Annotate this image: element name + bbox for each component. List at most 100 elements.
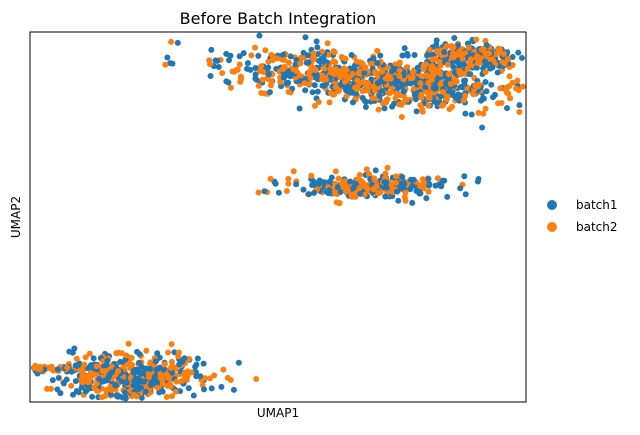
scatter-point-batch1 [361, 69, 368, 76]
scatter-point-batch2 [437, 70, 444, 77]
scatter-point-batch2 [269, 57, 276, 64]
scatter-point-batch1 [494, 69, 501, 76]
scatter-point-batch1 [409, 183, 416, 190]
scatter-point-batch2 [363, 166, 370, 173]
scatter-point-batch1 [292, 61, 299, 68]
scatter-point-batch2 [419, 106, 426, 113]
scatter-point-batch1 [174, 39, 181, 46]
scatter-point-batch2 [44, 385, 50, 392]
scatter-point-batch2 [504, 56, 511, 63]
scatter-point-batch2 [425, 188, 432, 195]
scatter-point-batch2 [387, 75, 394, 82]
scatter-point-batch1 [483, 88, 490, 95]
scatter-point-batch1 [314, 50, 321, 57]
scatter-point-batch2 [128, 354, 135, 361]
scatter-point-batch1 [114, 393, 121, 400]
scatter-point-batch1 [404, 50, 411, 57]
scatter-point-batch1 [382, 193, 389, 200]
scatter-point-batch2 [418, 91, 425, 98]
scatter-point-batch2 [319, 72, 326, 79]
scatter-point-batch2 [237, 73, 244, 80]
scatter-point-batch1 [215, 63, 222, 70]
scatter-point-batch1 [381, 179, 388, 186]
scatter-point-batch2 [345, 188, 352, 195]
scatter-point-batch1 [235, 359, 242, 366]
scatter-point-batch1 [90, 355, 97, 362]
scatter-point-batch1 [462, 110, 469, 117]
scatter-point-batch1 [398, 185, 405, 192]
scatter-point-batch2 [443, 43, 450, 50]
scatter-point-batch1 [72, 378, 79, 385]
scatter-point-batch1 [261, 188, 268, 195]
scatter-point-batch2 [366, 171, 373, 178]
scatter-point-batch2 [173, 378, 180, 385]
scatter-point-batch2 [515, 87, 522, 94]
scatter-point-batch2 [285, 175, 292, 182]
scatter-point-batch2 [336, 68, 343, 75]
scatter-point-batch2 [143, 347, 150, 354]
scatter-point-batch1 [87, 362, 94, 369]
scatter-point-batch2 [330, 68, 337, 75]
scatter-point-batch1 [433, 41, 440, 48]
scatter-point-batch2 [230, 68, 237, 75]
scatter-point-batch1 [106, 371, 113, 378]
scatter-point-batch2 [369, 95, 376, 102]
scatter-point-batch1 [345, 88, 352, 95]
scatter-point-batch1 [137, 384, 144, 391]
scatter-point-batch2 [125, 340, 132, 347]
scatter-point-batch1 [451, 34, 458, 41]
scatter-point-batch1 [509, 54, 516, 61]
scatter-point-batch2 [462, 92, 469, 99]
x-axis-label: UMAP1 [257, 406, 299, 420]
scatter-point-batch2 [467, 56, 474, 63]
scatter-point-batch1 [381, 105, 388, 112]
scatter-point-batch1 [194, 355, 201, 362]
scatter-point-batch2 [396, 59, 403, 66]
scatter-point-batch2 [419, 176, 426, 183]
scatter-point-batch2 [410, 69, 417, 76]
scatter-point-batch1 [313, 75, 320, 82]
scatter-point-batch1 [142, 388, 149, 395]
scatter-point-batch2 [393, 179, 400, 186]
scatter-point-batch1 [377, 52, 384, 59]
scatter-point-batch2 [446, 106, 453, 113]
scatter-point-batch2 [379, 68, 386, 75]
scatter-point-batch1 [374, 60, 381, 67]
scatter-point-batch2 [444, 93, 451, 100]
scatter-point-batch2 [37, 363, 44, 370]
scatter-point-batch2 [175, 349, 182, 356]
scatter-point-batch1 [112, 382, 119, 389]
scatter-point-batch2 [356, 171, 363, 178]
scatter-point-batch1 [352, 181, 359, 188]
scatter-point-batch1 [423, 195, 430, 202]
scatter-point-batch2 [428, 73, 435, 80]
scatter-point-batch2 [519, 83, 526, 90]
scatter-point-batch1 [280, 51, 287, 58]
scatter-point-batch1 [403, 80, 410, 87]
scatter-point-batch1 [468, 111, 475, 118]
scatter-point-batch1 [82, 388, 89, 395]
scatter-point-batch2 [107, 384, 114, 391]
scatter-point-batch2 [324, 40, 331, 47]
scatter-point-batch2 [432, 66, 439, 73]
scatter-point-batch1 [63, 376, 70, 383]
scatter-point-batch1 [399, 52, 406, 59]
scatter-point-batch2 [281, 57, 288, 64]
scatter-point-batch2 [169, 393, 176, 400]
scatter-point-batch2 [258, 63, 265, 70]
scatter-point-batch2 [306, 68, 313, 75]
scatter-point-batch2 [429, 56, 436, 63]
scatter-point-batch2 [497, 85, 504, 92]
scatter-point-batch1 [452, 69, 458, 76]
scatter-point-batch2 [310, 50, 317, 57]
scatter-point-batch2 [460, 97, 467, 104]
scatter-point-batch1 [414, 64, 421, 71]
scatter-point-batch1 [457, 185, 464, 192]
scatter-point-batch1 [303, 59, 310, 66]
scatter-point-batch1 [156, 364, 163, 371]
scatter-point-batch2 [219, 70, 226, 77]
scatter-point-batch1 [161, 366, 167, 373]
scatter-point-batch2 [387, 89, 394, 96]
scatter-point-batch2 [426, 46, 433, 53]
